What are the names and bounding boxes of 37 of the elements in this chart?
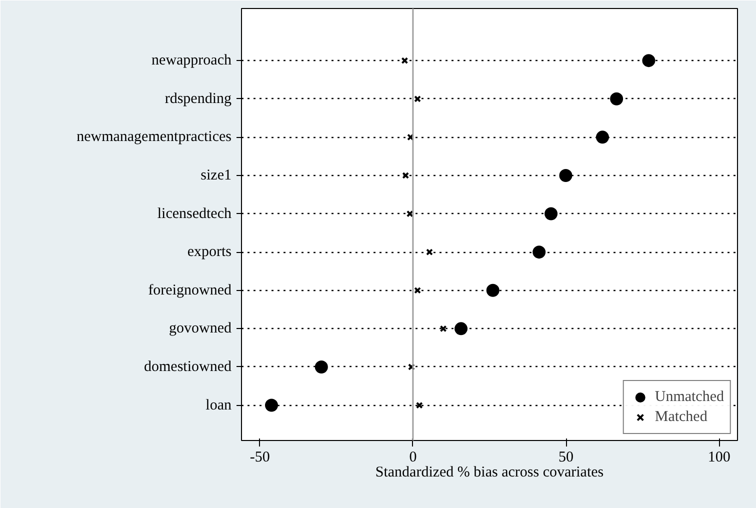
point — [642, 54, 656, 68]
x-axis-title: Standardized % bias across covariates — [375, 464, 604, 480]
point — [401, 57, 408, 64]
legend-label: Unmatched — [654, 388, 724, 406]
point — [414, 95, 422, 102]
y-tick-label: exports — [187, 244, 232, 260]
point — [544, 207, 558, 220]
point — [265, 398, 278, 412]
point — [414, 286, 422, 294]
point — [610, 92, 624, 106]
point — [532, 246, 546, 259]
point — [486, 284, 500, 297]
y-tick-label: newmanagementpractices — [76, 129, 232, 146]
y-tick-label: licensedtech — [157, 206, 232, 222]
y-tick-label: foreignowned — [148, 282, 232, 298]
point — [407, 134, 414, 141]
y-tick-label: rdspending — [164, 90, 232, 107]
point — [596, 130, 609, 144]
point — [559, 168, 572, 182]
x-tick-label: -50 — [250, 450, 270, 466]
x-tick-label: 0 — [409, 450, 417, 466]
legend-label: Matched — [654, 408, 708, 426]
y-tick-label: newapproach — [152, 52, 232, 69]
x-tick-label: 100 — [708, 450, 730, 466]
y-tick-label: size1 — [200, 167, 232, 184]
x-tick-label: 50 — [558, 450, 574, 466]
point — [408, 363, 415, 370]
point — [406, 210, 414, 218]
point — [402, 172, 410, 179]
point — [416, 402, 423, 409]
point — [454, 322, 468, 336]
y-tick-label: loan — [206, 397, 232, 414]
y-tick-label: domestiowned — [144, 358, 232, 375]
point — [426, 248, 433, 256]
y-tick-label: govowned — [169, 320, 232, 337]
point — [440, 325, 447, 332]
point — [314, 360, 328, 374]
